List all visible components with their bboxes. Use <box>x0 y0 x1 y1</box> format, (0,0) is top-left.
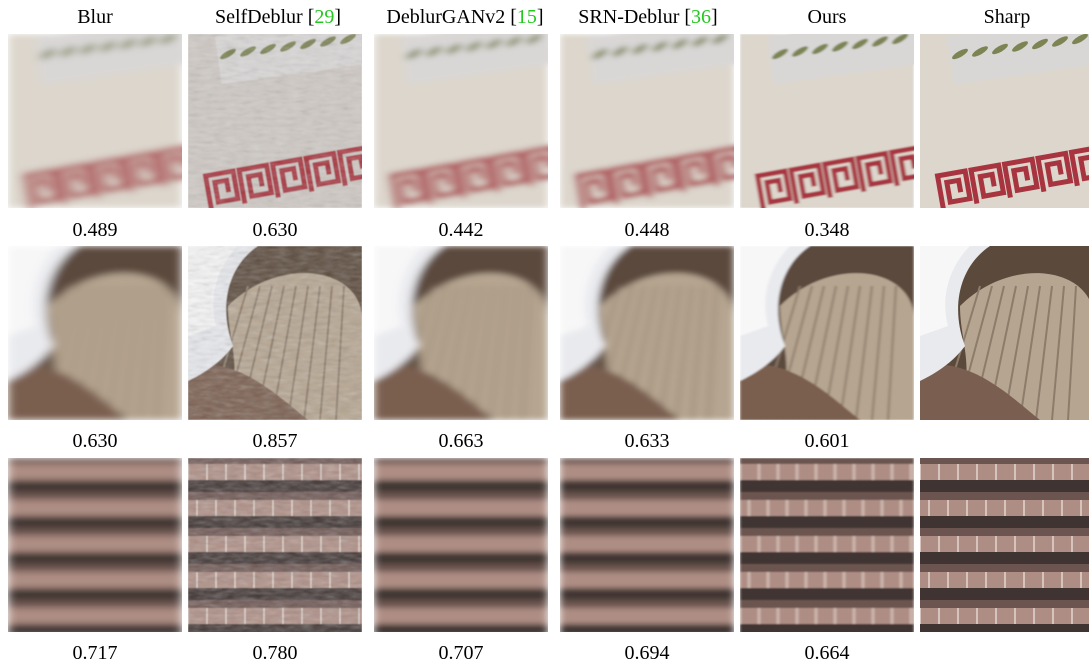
image-tile-seashell-and-feathers-4 <box>740 246 914 420</box>
image-tile-seashell-and-feathers-2 <box>374 246 548 420</box>
image-tile-wall-with-red-meander-pattern-0 <box>8 34 182 208</box>
image-tile-seashell-and-feathers-1 <box>188 246 362 420</box>
citation-link[interactable]: 36 <box>691 6 712 28</box>
score-label <box>920 217 1089 243</box>
score-label: 0.663 <box>438 430 484 452</box>
score-label: 0.780 <box>252 642 298 664</box>
score-label: 0.442 <box>438 219 484 241</box>
score-label: 0.630 <box>252 219 298 241</box>
score-label: 0.348 <box>804 219 850 241</box>
score-label: 0.694 <box>624 642 670 664</box>
score-label: 0.601 <box>804 430 850 452</box>
image-tile-wall-with-red-meander-pattern-1 <box>188 34 362 208</box>
column-header-blur: Blur <box>77 6 113 28</box>
image-tile-wall-with-red-meander-pattern-2 <box>374 34 548 208</box>
score-label: 0.857 <box>252 430 298 452</box>
column-header-srn-deblur: SRN-Deblur [36] <box>578 6 718 28</box>
score-label: 0.489 <box>72 219 118 241</box>
image-tile-wall-with-red-meander-pattern-3 <box>560 34 734 208</box>
column-header-selfdeblur: SelfDeblur [29] <box>214 6 342 28</box>
image-tile-seashell-and-feathers-5 <box>920 246 1089 420</box>
score-label: 0.664 <box>804 642 850 664</box>
image-tile-wall-with-red-meander-pattern-5 <box>920 34 1089 208</box>
score-label: 0.630 <box>72 430 118 452</box>
image-tile-seashell-and-feathers-3 <box>560 246 734 420</box>
image-tile-roof-tiles-2 <box>374 458 548 632</box>
citation-link[interactable]: 29 <box>314 6 335 28</box>
score-label: 0.448 <box>624 219 670 241</box>
image-tile-roof-tiles-4 <box>740 458 914 632</box>
image-tile-roof-tiles-1 <box>188 458 362 632</box>
column-header-deblurganv2: DeblurGANv2 [15] <box>386 6 544 28</box>
column-header-sharp: Sharp <box>983 6 1031 28</box>
score-label <box>920 428 1089 454</box>
image-tile-wall-with-red-meander-pattern-4 <box>740 34 914 208</box>
column-header-ours: Ours <box>807 6 847 28</box>
image-tile-seashell-and-feathers-0 <box>8 246 182 420</box>
score-label: 0.633 <box>624 430 670 452</box>
score-label: 0.717 <box>72 642 118 664</box>
image-tile-roof-tiles-0 <box>8 458 182 632</box>
score-label <box>920 640 1089 666</box>
citation-link[interactable]: 15 <box>516 6 537 28</box>
score-label: 0.707 <box>438 642 484 664</box>
image-tile-roof-tiles-5 <box>920 458 1089 632</box>
image-tile-roof-tiles-3 <box>560 458 734 632</box>
